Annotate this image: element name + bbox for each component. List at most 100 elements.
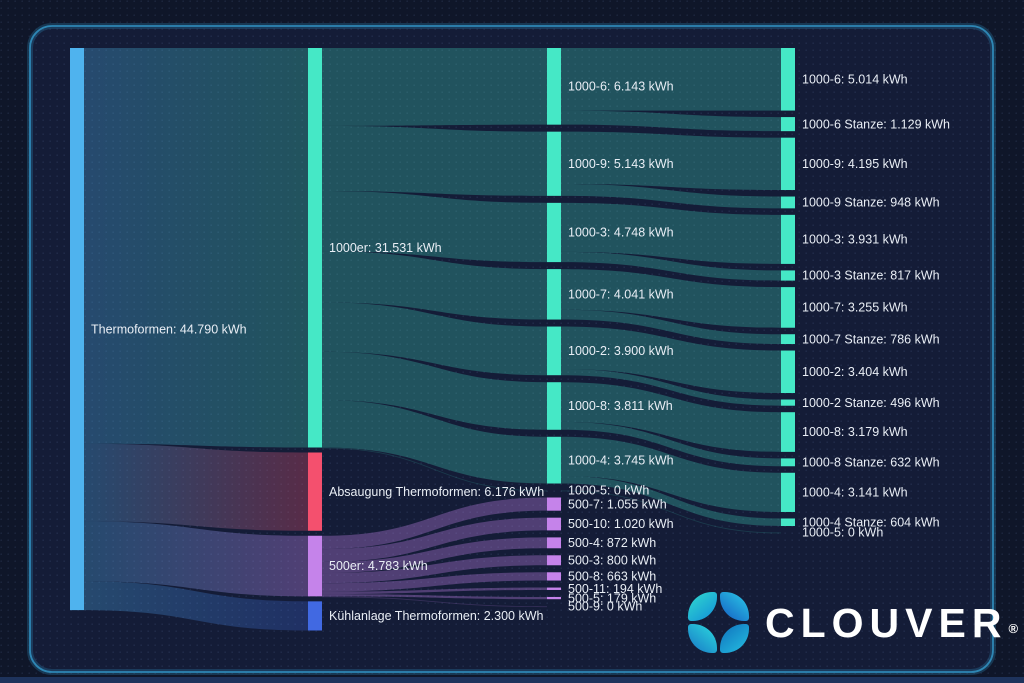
node-label-s1000_4: 1000-4 Stanze: 604 kWh <box>802 515 940 529</box>
flow-m1000-to-n1000_6[interactable] <box>322 48 547 126</box>
node-label-o1000_9: 1000-9: 4.195 kWh <box>802 157 908 171</box>
sankey-node-n500_11[interactable] <box>547 587 561 590</box>
sankey-node-m1000[interactable] <box>308 48 322 448</box>
sankey-node-abs[interactable] <box>308 452 322 531</box>
sankey-node-o1000_2[interactable] <box>781 350 795 394</box>
flow-n1000_3-to-o1000_3[interactable] <box>561 202 781 264</box>
node-label-t: Thermoformen: 44.790 kWh <box>91 322 247 336</box>
sankey-node-kuehl[interactable] <box>308 601 322 631</box>
sankey-node-n500_8[interactable] <box>547 572 561 581</box>
node-label-n500_5: 500-5: 179 kWh <box>568 591 656 605</box>
flow-m1000-to-n1000_7[interactable] <box>322 251 547 320</box>
registered-mark-icon: ® <box>1008 621 1019 636</box>
node-label-s1000_6: 1000-6 Stanze: 1.129 kWh <box>802 117 950 131</box>
sankey-nodes <box>70 48 795 631</box>
sankey-node-n1000_7[interactable] <box>547 269 561 320</box>
sankey-node-n1000_9[interactable] <box>547 131 561 196</box>
node-label-kuehl: Kühlanlage Thermoformen: 2.300 kWh <box>329 609 544 623</box>
sankey-node-s1000_7[interactable] <box>781 334 795 345</box>
sankey-node-n500_7[interactable] <box>547 497 561 511</box>
node-label-n1000_9: 1000-9: 5.143 kWh <box>568 157 674 171</box>
flow-n1000_2-to-s1000_2[interactable] <box>561 369 781 406</box>
flow-m500-to-n500_11[interactable] <box>322 587 547 595</box>
sankey-node-n500_3[interactable] <box>547 555 561 566</box>
flow-m500-to-n500_9[interactable] <box>322 596 547 608</box>
sankey-node-n1000_8[interactable] <box>547 382 561 430</box>
node-label-s1000_3: 1000-3 Stanze: 817 kWh <box>802 269 940 283</box>
flow-m1000-to-n1000_2[interactable] <box>322 302 547 376</box>
flow-m1000-to-n1000_4[interactable] <box>322 400 547 484</box>
flow-n1000_5-to-o1000_5[interactable] <box>561 490 781 534</box>
flow-n1000_9-to-o1000_9[interactable] <box>561 131 781 191</box>
flow-m1000-to-n1000_8[interactable] <box>322 351 547 430</box>
node-label-n500_9: 500-9: 0 kWh <box>568 599 642 613</box>
flow-n1000_4-to-s1000_4[interactable] <box>561 475 781 527</box>
flow-n1000_7-to-s1000_7[interactable] <box>561 309 781 345</box>
brand-wordmark: CLOUVER ® <box>765 592 1018 654</box>
node-label-o1000_8: 1000-8: 3.179 kWh <box>802 425 908 439</box>
node-label-o1000_7: 1000-7: 3.255 kWh <box>802 301 908 315</box>
sankey-node-m500[interactable] <box>308 535 322 597</box>
sankey-node-o1000_4[interactable] <box>781 472 795 512</box>
flow-m1000-to-n1000_3[interactable] <box>322 190 547 263</box>
flow-m500-to-n500_5[interactable] <box>322 594 547 600</box>
node-label-o1000_6: 1000-6: 5.014 kWh <box>802 72 908 86</box>
node-label-n500_11: 500-11: 194 kWh <box>568 582 662 596</box>
sankey-node-n1000_2[interactable] <box>547 326 561 376</box>
clover-leaves-icon <box>688 592 750 654</box>
brand-name: CLOUVER <box>765 600 1008 646</box>
logo-leaf-top-left <box>688 592 717 621</box>
sankey-node-t[interactable] <box>70 48 84 611</box>
node-label-o1000_3: 1000-3: 3.931 kWh <box>802 233 908 247</box>
flow-m500-to-n500_7[interactable] <box>322 497 547 550</box>
node-label-n1000_2: 1000-2: 3.900 kWh <box>568 344 674 358</box>
flow-n1000_8-to-s1000_8[interactable] <box>561 421 781 467</box>
bottom-edge-strip <box>0 677 1024 683</box>
sankey-labels: Thermoformen: 44.790 kWh 1000er: 31.531 k… <box>91 72 950 623</box>
flow-m500-to-n500_3[interactable] <box>322 555 547 584</box>
flow-m500-to-n500_4[interactable] <box>322 537 547 574</box>
node-label-o1000_4: 1000-4: 3.141 kWh <box>802 486 908 500</box>
flow-n1000_2-to-o1000_2[interactable] <box>561 326 781 394</box>
sankey-node-s1000_9[interactable] <box>781 196 795 209</box>
node-label-n500_10: 500-10: 1.020 kWh <box>568 517 674 531</box>
sankey-node-n1000_3[interactable] <box>547 202 561 263</box>
flow-m500-to-n500_10[interactable] <box>322 517 547 563</box>
sankey-node-s1000_4[interactable] <box>781 518 795 527</box>
node-label-m1000: 1000er: 31.531 kWh <box>329 241 442 255</box>
flow-m500-to-n500_8[interactable] <box>322 572 547 592</box>
flow-t-to-abs[interactable] <box>84 443 308 531</box>
flow-n1000_8-to-o1000_8[interactable] <box>561 382 781 452</box>
node-label-n500_7: 500-7: 1.055 kWh <box>568 497 667 511</box>
sankey-node-o1000_8[interactable] <box>781 412 795 452</box>
sankey-node-n500_4[interactable] <box>547 537 561 549</box>
sankey-node-s1000_3[interactable] <box>781 270 795 281</box>
flow-n1000_6-to-s1000_6[interactable] <box>561 110 781 132</box>
node-label-n500_8: 500-8: 663 kWh <box>568 570 656 584</box>
flow-m1000-to-n1000_9[interactable] <box>322 125 547 196</box>
flow-t-to-m500[interactable] <box>84 521 308 597</box>
flow-n1000_7-to-o1000_7[interactable] <box>561 269 781 328</box>
logo-leaf-bottom-left <box>688 624 717 653</box>
sankey-node-n500_10[interactable] <box>547 517 561 531</box>
node-label-s1000_2: 1000-2 Stanze: 496 kWh <box>802 396 940 410</box>
sankey-node-n500_5[interactable] <box>547 596 561 600</box>
sankey-node-s1000_2[interactable] <box>781 399 795 406</box>
sankey-node-o1000_6[interactable] <box>781 48 795 111</box>
sankey-node-n1000_4[interactable] <box>547 436 561 484</box>
sankey-node-o1000_7[interactable] <box>781 287 795 328</box>
sankey-node-o1000_9[interactable] <box>781 137 795 191</box>
sankey-node-s1000_8[interactable] <box>781 458 795 467</box>
flow-t-to-kuehl[interactable] <box>84 581 308 631</box>
flow-n1000_3-to-s1000_3[interactable] <box>561 251 781 281</box>
sankey-node-s1000_6[interactable] <box>781 117 795 132</box>
node-label-m500: 500er: 4.783 kWh <box>329 559 428 573</box>
sankey-node-o1000_3[interactable] <box>781 214 795 264</box>
sankey-node-n1000_6[interactable] <box>547 48 561 125</box>
flow-n1000_4-to-o1000_4[interactable] <box>561 436 781 512</box>
flow-t-to-m1000[interactable] <box>84 48 308 448</box>
flow-n1000_6-to-o1000_6[interactable] <box>561 48 781 111</box>
flow-n1000_9-to-s1000_9[interactable] <box>561 184 781 209</box>
flow-m1000-to-n1000_5[interactable] <box>322 447 547 492</box>
